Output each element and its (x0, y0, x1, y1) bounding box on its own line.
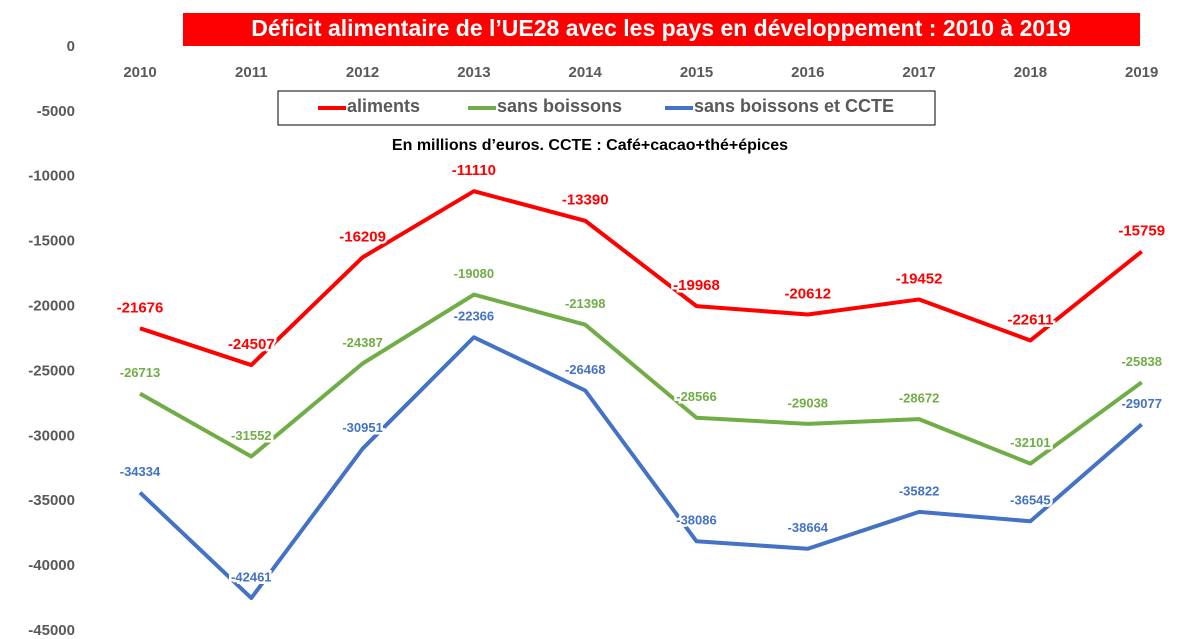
data-label: -21398 (565, 296, 605, 311)
data-label: -29077 (1121, 396, 1161, 411)
data-label: -30951 (342, 420, 382, 435)
y-tick-label: -5000 (37, 103, 75, 120)
y-tick-label: -30000 (28, 427, 75, 444)
series-line (138, 335, 1144, 601)
data-label: -19080 (454, 266, 494, 281)
data-label: -13390 (562, 192, 609, 209)
y-tick-label: -10000 (28, 168, 75, 185)
x-tick-label: 2019 (1125, 64, 1158, 81)
x-tick-label: 2017 (902, 64, 935, 81)
x-tick-label: 2013 (457, 64, 490, 81)
data-label: -20612 (784, 285, 831, 302)
data-label: -26468 (565, 362, 605, 377)
data-label: -19452 (896, 270, 943, 287)
data-label: -36545 (1010, 493, 1050, 508)
y-tick-label: -25000 (28, 362, 75, 379)
y-tick-label: 0 (67, 38, 75, 55)
x-tick-label: 2015 (680, 64, 713, 81)
legend-label: sans boissons et CCTE (694, 96, 894, 116)
data-label: -22611 (1007, 311, 1053, 328)
data-label: -35822 (899, 483, 939, 498)
data-label: -34334 (120, 464, 161, 479)
y-tick-label: -45000 (28, 622, 75, 639)
series-line (139, 292, 1143, 466)
x-tick-label: 2014 (569, 64, 603, 81)
legend-box (277, 90, 936, 126)
title-box (183, 13, 1140, 46)
x-tick-label: 2012 (346, 64, 379, 81)
y-tick-label: -20000 (28, 298, 75, 315)
legend-label: aliments (347, 96, 420, 116)
subtitle: En millions d’euros. CCTE : Café+cacao+t… (392, 137, 788, 154)
y-tick-label: -40000 (28, 557, 75, 574)
data-label: -16209 (339, 228, 386, 245)
x-tick-label: 2016 (791, 64, 824, 81)
data-label: -24387 (342, 335, 382, 350)
data-label: -24507 (228, 336, 275, 353)
series-line (139, 189, 1143, 368)
data-label: -42461 (231, 569, 271, 584)
data-label: -28566 (676, 389, 716, 404)
y-tick-label: -35000 (28, 492, 75, 509)
y-tick-label: -15000 (28, 233, 75, 250)
chart-title: Déficit alimentaire de l’UE28 avec les p… (251, 15, 1070, 41)
data-label: -21676 (117, 299, 164, 316)
data-label: -25838 (1121, 354, 1161, 369)
data-label: -28672 (899, 391, 939, 406)
data-label: -15759 (1118, 222, 1165, 239)
x-tick-label: 2018 (1014, 64, 1047, 81)
legend-label: sans boissons (497, 96, 622, 116)
data-label: -11110 (452, 162, 496, 179)
x-tick-label: 2011 (235, 64, 268, 81)
data-label: -31552 (231, 428, 271, 443)
x-tick-label: 2010 (123, 64, 156, 81)
data-label: -32101 (1010, 435, 1050, 450)
data-label: -29038 (788, 395, 828, 410)
data-label: -19968 (673, 277, 720, 294)
data-label: -38086 (676, 513, 716, 528)
data-label: -38664 (788, 520, 829, 535)
data-label: -22366 (454, 309, 494, 324)
data-label: -26713 (120, 365, 160, 380)
